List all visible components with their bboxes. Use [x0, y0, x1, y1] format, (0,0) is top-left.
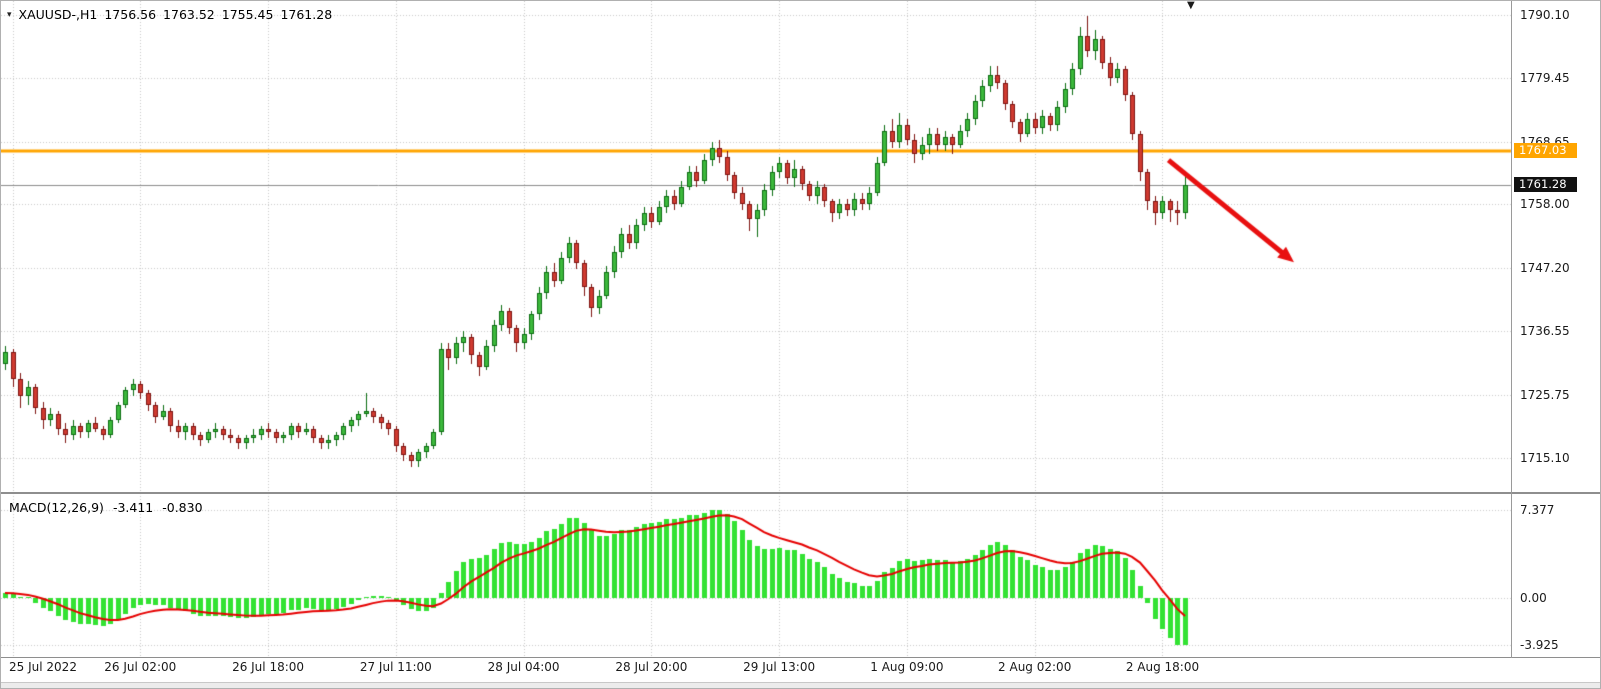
- time-axis[interactable]: 25 Jul 2022 26 Jul 02:00 26 Jul 18:00 27 Ju…: [1, 660, 1511, 678]
- macd-tick-label: -3.925: [1520, 637, 1559, 652]
- time-axis-label: 28 Jul 20:00: [615, 660, 688, 674]
- price-tick-label: 1715.10: [1520, 450, 1570, 465]
- time-axis-label: 28 Jul 04:00: [487, 660, 560, 674]
- header-symbol-period: XAUUSD-,H1: [18, 7, 98, 22]
- time-axis-label: 2 Aug 02:00: [998, 660, 1072, 674]
- price-tick-label: 1779.45: [1520, 70, 1570, 85]
- price-axis[interactable]: 1767.03 1761.28 1790.10 1779.45 1768.65 175…: [1512, 1, 1600, 658]
- pane-separator[interactable]: [1, 492, 1600, 494]
- macd-main-value: -3.411: [112, 500, 154, 515]
- chart-shift-marker-icon[interactable]: ▼: [1187, 0, 1195, 11]
- time-axis-label: 1 Aug 09:00: [870, 660, 944, 674]
- bid-price-badge: 1761.28: [1514, 177, 1577, 193]
- price-axis-border: [1511, 1, 1512, 658]
- time-axis-label: 26 Jul 02:00: [104, 660, 177, 674]
- price-tick-label: 1747.20: [1520, 261, 1570, 276]
- time-axis-label: 2 Aug 18:00: [1125, 660, 1200, 674]
- time-axis-label: 29 Jul 13:00: [743, 660, 816, 674]
- header-close: 1761.28: [280, 7, 333, 22]
- macd-indicator-label: MACD(12,26,9) -3.411 -0.830: [9, 500, 203, 515]
- price-tick-label: 1758.00: [1520, 197, 1570, 212]
- level-price-badge: 1767.03: [1514, 143, 1577, 159]
- header-high: 1763.52: [163, 7, 215, 22]
- price-tick-label: 1790.10: [1520, 7, 1570, 22]
- macd-tick-label: 7.377: [1520, 502, 1555, 517]
- symbol-dropdown-icon[interactable]: ▾: [7, 9, 12, 20]
- time-axis-label: 26 Jul 18:00: [232, 660, 305, 674]
- chart-header: ▾ XAUUSD-,H1 1756.56 1763.52 1755.45 176…: [7, 7, 332, 22]
- header-open: 1756.56: [104, 7, 157, 22]
- macd-tick-label: 0.00: [1520, 590, 1547, 605]
- macd-signal-value: -0.830: [162, 500, 203, 515]
- macd-pane-bottom-border: [1, 657, 1600, 658]
- time-axis-label: 27 Jul 11:00: [359, 660, 432, 674]
- price-tick-label: 1736.55: [1520, 324, 1570, 338]
- price-tick-label: 1725.75: [1520, 387, 1570, 402]
- macd-label: MACD(12,26,9): [9, 500, 104, 515]
- window-bottom-edge: [1, 682, 1600, 688]
- time-axis-label: 25 Jul 2022: [9, 660, 77, 674]
- header-low: 1755.45: [221, 7, 274, 22]
